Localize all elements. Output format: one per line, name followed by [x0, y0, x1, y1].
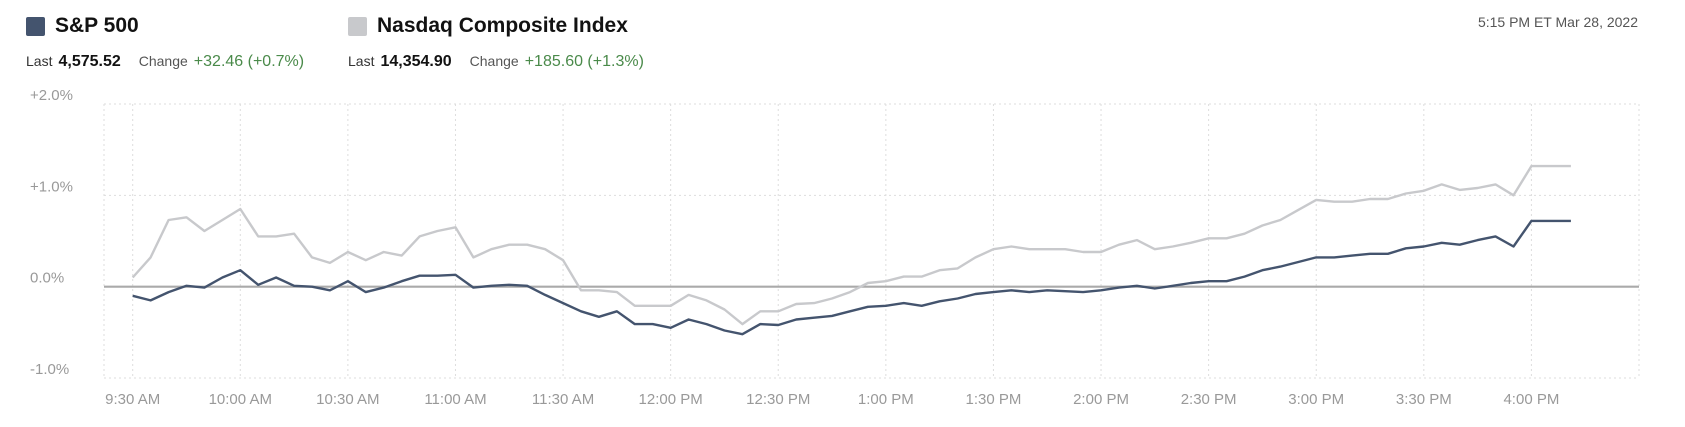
x-tick-label: 1:00 PM — [858, 391, 914, 408]
x-tick-label: 3:30 PM — [1396, 391, 1452, 408]
x-tick-label: 10:00 AM — [209, 391, 272, 408]
series-line — [132, 219, 1571, 336]
legend-entry: Nasdaq Composite Index Last 14,354.90 Chan… — [348, 12, 644, 71]
x-tick-label: 2:30 PM — [1181, 391, 1237, 408]
change-value: +185.60 (+1.3%) — [524, 53, 644, 70]
y-tick-label: 0.0% — [30, 270, 64, 287]
y-tick-label: +2.0% — [30, 87, 73, 104]
timestamp: 5:15 PM ET Mar 28, 2022 — [1477, 14, 1638, 30]
change-label: Change — [138, 53, 188, 69]
last-label: Last — [26, 53, 53, 69]
legend-label: S&P 500 — [55, 14, 139, 37]
x-tick-label: 11:30 AM — [532, 391, 594, 408]
x-tick-label: 12:00 PM — [639, 391, 703, 408]
legend-swatch — [26, 16, 45, 36]
change-label: Change — [469, 53, 519, 69]
x-tick-label: 12:30 PM — [746, 391, 810, 408]
x-tick-label: 2:00 PM — [1073, 391, 1129, 408]
x-tick-label: 11:00 AM — [424, 391, 486, 408]
legend-swatch — [348, 16, 367, 36]
series-line — [131, 164, 1571, 326]
change-value: +32.46 (+0.7%) — [193, 53, 305, 70]
last-value: 14,354.90 — [380, 53, 452, 70]
x-tick-label: 10:30 AM — [316, 391, 379, 408]
x-tick-label: 1:30 PM — [966, 391, 1022, 408]
last-label: Last — [348, 53, 375, 69]
last-value: 4,575.52 — [58, 53, 121, 70]
legend-label: Nasdaq Composite Index — [377, 14, 628, 37]
y-tick-label: +1.0% — [30, 178, 73, 195]
x-tick-label: 3:00 PM — [1288, 391, 1344, 408]
x-tick-label: 4:00 PM — [1503, 391, 1559, 408]
x-tick-label: 9:30 AM — [105, 391, 160, 408]
legend-entry: S&P 500 Last 4,575.52 Change +32.46 (+0.7%) — [26, 12, 304, 71]
y-tick-label: -1.0% — [30, 361, 69, 378]
